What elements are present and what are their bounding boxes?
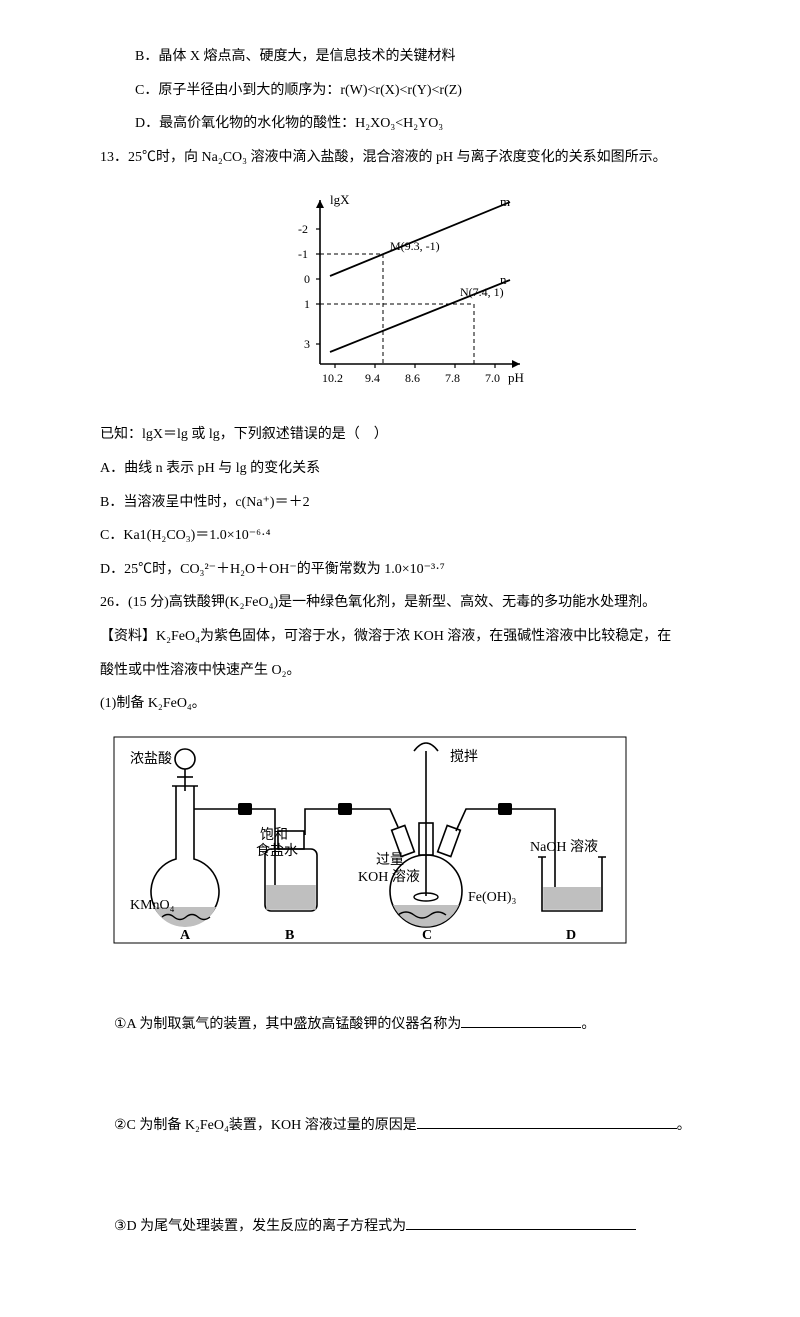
beaker-D bbox=[538, 857, 606, 911]
option-B: B．晶体 X 熔点高、硬度大，是信息技术的关键材料 bbox=[100, 40, 700, 74]
q13-D: D．25℃时，CO₃²⁻＋H₂O＋OH⁻的平衡常数为 1.0×10⁻³·⁷ bbox=[100, 553, 700, 587]
q13-C: C．Ka1(H₂CO₃)＝1.0×10⁻⁶·⁴ bbox=[100, 519, 700, 553]
label-A: A bbox=[180, 928, 191, 943]
page: B．晶体 X 熔点高、硬度大，是信息技术的关键材料 C．原子半径由小到大的顺序为… bbox=[0, 0, 800, 1317]
svg-text:7.0: 7.0 bbox=[485, 371, 500, 385]
label-nacl-2: 食盐水 bbox=[256, 842, 298, 859]
q26-sub1-pre: ①A 为制取氯气的装置，其中盛放高锰酸钾的仪器名称为 bbox=[114, 1017, 461, 1032]
x-ticks: 10.2 9.4 8.6 7.8 7.0 bbox=[322, 364, 500, 385]
label-koh-1: 过量 bbox=[376, 852, 404, 868]
blank-1[interactable] bbox=[461, 1013, 581, 1028]
svg-text:7.8: 7.8 bbox=[445, 371, 460, 385]
flask-C bbox=[390, 743, 462, 927]
option-D: D．最高价氧化物的水化物的酸性：H₂XO₃<H₂YO₃ bbox=[100, 107, 700, 141]
point-N-label: N(7.4, 1) bbox=[460, 285, 504, 299]
label-feoh3: Fe(OH)₃ bbox=[468, 890, 517, 905]
label-B: B bbox=[285, 928, 294, 943]
q26-sub3: ③D 为尾气处理装置，发生反应的离子方程式为 bbox=[100, 1176, 700, 1277]
svg-text:8.6: 8.6 bbox=[405, 371, 420, 385]
line-chart-icon: lgX pH -2 -1 0 1 3 10.2 9.4 8.6 7.8 7.0 bbox=[260, 184, 540, 404]
bottle-B bbox=[265, 809, 338, 911]
label-stir: 搅拌 bbox=[450, 749, 478, 765]
q26-stem3: 酸性或中性溶液中快速产生 O₂。 bbox=[100, 654, 700, 688]
q13-A: A．曲线 n 表示 pH 与 lg 的变化关系 bbox=[100, 452, 700, 486]
q26-stem2: 【资料】K₂FeO₄为紫色固体，可溶于水，微溶于浓 KOH 溶液，在强碱性溶液中… bbox=[100, 620, 700, 654]
blank-3[interactable] bbox=[406, 1215, 636, 1230]
label-naoh: NaOH 溶液 bbox=[530, 839, 598, 855]
q26-sub3-pre: ③D 为尾气处理装置，发生反应的离子方程式为 bbox=[114, 1219, 406, 1234]
label-D: D bbox=[566, 928, 576, 943]
option-C: C．原子半径由小到大的顺序为：r(W)<r(X)<r(Y)<r(Z) bbox=[100, 74, 700, 108]
series-m-label: m bbox=[500, 194, 510, 209]
y-ticks: -2 -1 0 1 3 bbox=[298, 222, 320, 351]
label-koh-2: KOH 溶液 bbox=[358, 869, 420, 885]
q26-sub1: ①A 为制取氯气的装置，其中盛放高锰酸钾的仪器名称为 。 bbox=[100, 975, 700, 1076]
blank-2[interactable] bbox=[417, 1114, 677, 1129]
svg-text:3: 3 bbox=[304, 337, 310, 351]
apparatus-diagram-icon: 浓盐酸 KMnO₄ A 饱和 食盐水 B bbox=[110, 731, 630, 961]
label-C: C bbox=[422, 928, 432, 943]
svg-text:-2: -2 bbox=[298, 222, 308, 236]
label-kmno4: KMnO₄ bbox=[130, 898, 175, 913]
label-nacl-1: 饱和 bbox=[260, 827, 288, 843]
svg-text:10.2: 10.2 bbox=[322, 371, 343, 385]
y-axis-label: lgX bbox=[330, 192, 350, 207]
point-M-label: M(9.3, -1) bbox=[390, 239, 440, 253]
label-hcl: 浓盐酸 bbox=[130, 751, 172, 767]
svg-text:0: 0 bbox=[304, 272, 310, 286]
svg-text:9.4: 9.4 bbox=[365, 371, 380, 385]
q26-part1: (1)制备 K₂FeO₄。 bbox=[100, 687, 700, 721]
q26-sub2-pre: ②C 为制备 K₂FeO₄装置，KOH 溶液过量的原因是 bbox=[114, 1118, 417, 1133]
svg-text:-1: -1 bbox=[298, 247, 308, 261]
x-axis-label: pH bbox=[508, 370, 524, 385]
q13-stem: 13．25℃时，向 Na₂CO₃ 溶液中滴入盐酸，混合溶液的 pH 与离子浓度变… bbox=[100, 141, 700, 175]
q26-stem1: 26．(15 分)高铁酸钾(K₂FeO₄)是一种绿色氧化剂，是新型、高效、无毒的… bbox=[100, 586, 700, 620]
q13-figure: lgX pH -2 -1 0 1 3 10.2 9.4 8.6 7.8 7.0 bbox=[100, 184, 700, 404]
svg-text:1: 1 bbox=[304, 297, 310, 311]
q26-apparatus-figure: 浓盐酸 KMnO₄ A 饱和 食盐水 B bbox=[100, 731, 700, 961]
q13-known: 已知：lgX＝lg 或 lg，下列叙述错误的是（ ） bbox=[100, 418, 700, 452]
q26-sub1-post: 。 bbox=[581, 1017, 595, 1032]
q26-sub2: ②C 为制备 K₂FeO₄装置，KOH 溶液过量的原因是 。 bbox=[100, 1076, 700, 1177]
q26-sub2-post: 。 bbox=[677, 1118, 691, 1133]
q13-B: B．当溶液呈中性时，c(Na⁺)＝＋2 bbox=[100, 486, 700, 520]
